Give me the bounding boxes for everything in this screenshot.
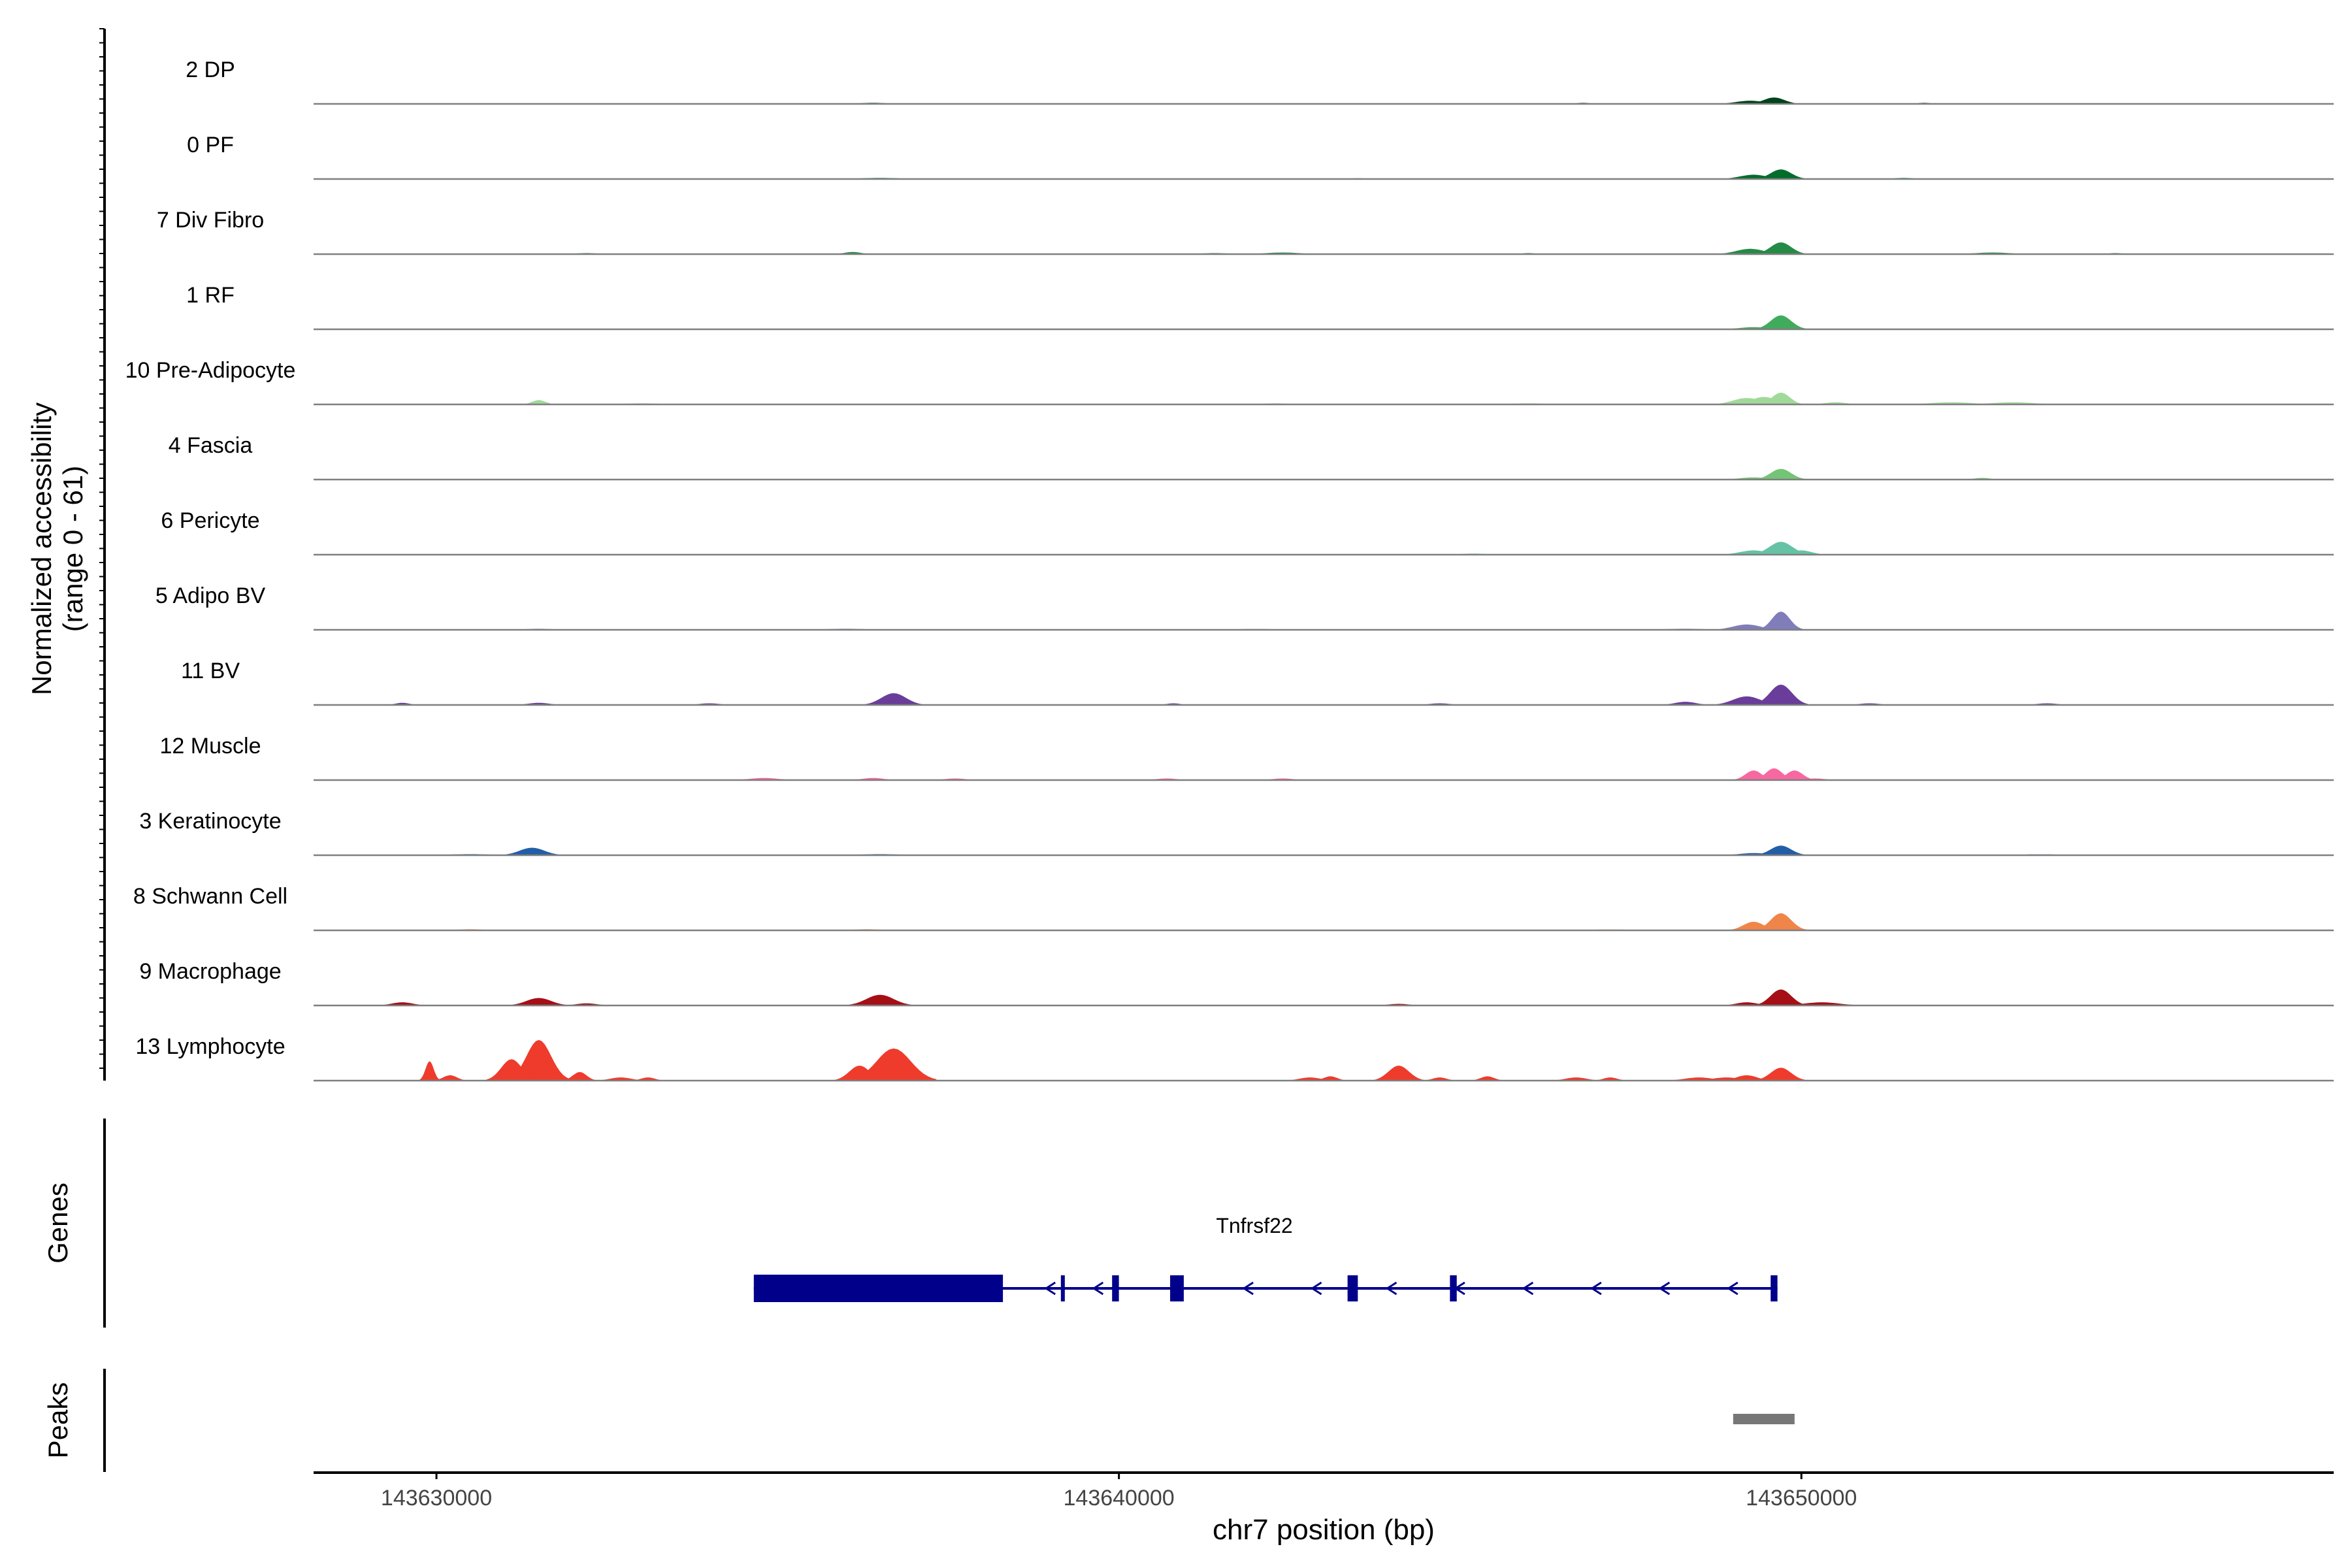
track-5: 10 Pre-Adipocyte — [125, 358, 2334, 406]
strand-arrow — [1385, 1281, 1397, 1296]
gene-exon — [1771, 1275, 1778, 1301]
signal-peak — [834, 1066, 885, 1081]
track-label: 2 DP — [186, 57, 235, 82]
track-6: 4 Fascia — [169, 433, 2334, 481]
track-12: 8 Schwann Cell — [133, 884, 2334, 932]
track-label: 0 PF — [187, 133, 234, 157]
track-label: 11 BV — [181, 659, 240, 683]
track-2: 0 PF — [187, 133, 2334, 180]
signal-peak — [845, 994, 915, 1005]
track-label: 5 Adipo BV — [155, 583, 266, 608]
strand-arrow — [1092, 1281, 1104, 1296]
track-label: 13 Lymphocyte — [135, 1034, 285, 1059]
strand-arrow — [1590, 1281, 1602, 1296]
signal-peak — [433, 1075, 467, 1081]
track-label: 12 Muscle — [160, 734, 261, 759]
strand-arrow — [1310, 1281, 1322, 1296]
peak-regions — [1733, 1414, 1795, 1424]
gene-exon — [1112, 1275, 1119, 1301]
signal-peak — [862, 693, 924, 705]
gene-name-label: Tnfrsf22 — [1216, 1214, 1292, 1237]
track-label: 9 Macrophage — [139, 959, 281, 984]
track-10: 12 Muscle — [160, 734, 2334, 781]
signal-peak — [1727, 921, 1780, 930]
signal-peak — [1716, 248, 1785, 254]
signal-peak — [1758, 612, 1803, 630]
track-13: 9 Macrophage — [139, 959, 2334, 1007]
track-4: 1 RF — [186, 283, 2334, 331]
signal-peak — [1712, 696, 1781, 705]
signal-peak — [1719, 174, 1788, 179]
track-8: 5 Adipo BV — [155, 583, 2334, 631]
signal-peak — [1776, 550, 1827, 555]
signal-peak — [1733, 770, 1774, 780]
x-axis-ticks: 143630000 143640000 143650000 — [381, 1473, 1857, 1511]
strand-arrow — [1522, 1281, 1534, 1296]
track-7: 6 Pericyte — [161, 508, 2334, 556]
track-label: 4 Fascia — [169, 433, 253, 458]
signal-peak — [1754, 684, 1808, 705]
accessibility-tracks: 2 DP 0 PF 7 Div Fibro 1 RF 10 Pre-Adipocyte 4… — [125, 57, 2334, 1082]
signal-peak — [851, 1048, 937, 1081]
signal-peak — [1373, 1066, 1425, 1081]
strand-arrow — [1658, 1281, 1671, 1296]
signal-peak — [419, 1061, 440, 1081]
signal-peak — [1755, 989, 1807, 1005]
signal-peak — [1719, 550, 1788, 555]
track-9: 11 BV — [181, 659, 2334, 706]
track-label: 1 RF — [186, 283, 235, 308]
gene-exon — [1347, 1275, 1358, 1301]
genes-panel-label: Genes — [42, 1183, 73, 1264]
signal-peak — [563, 1071, 597, 1081]
x-axis-label: chr7 position (bp) — [1213, 1514, 1435, 1546]
track-3: 7 Div Fibro — [157, 208, 2334, 255]
signal-peak — [1313, 1076, 1348, 1081]
gene-exon — [753, 1275, 1004, 1302]
y-axis-ticks — [99, 28, 105, 1069]
signal-peak — [1721, 1075, 1772, 1081]
track-label: 8 Schwann Cell — [133, 884, 287, 909]
gene-model — [753, 1275, 1778, 1302]
signal-peak — [485, 1059, 538, 1081]
gene-exon — [1060, 1275, 1065, 1301]
signal-peak — [508, 998, 570, 1005]
strand-arrow — [1242, 1281, 1254, 1296]
signal-peak — [1755, 845, 1807, 855]
peak-region — [1733, 1414, 1795, 1424]
track-label: 7 Div Fibro — [157, 208, 264, 233]
gene-exon — [1450, 1275, 1457, 1301]
track-1: 2 DP — [186, 57, 2334, 105]
track-14: 13 Lymphocyte — [135, 1034, 2334, 1082]
peaks-panel-label: Peaks — [42, 1382, 73, 1459]
track-11: 3 Keratinocyte — [139, 809, 2334, 857]
signal-peak — [1755, 315, 1807, 329]
y-axis-range-label: (range 0 - 61) — [57, 466, 88, 632]
strand-arrow — [1044, 1281, 1056, 1296]
signal-peak — [1712, 624, 1781, 630]
strand-arrow — [1726, 1281, 1739, 1296]
signal-peak — [1733, 397, 1795, 404]
signal-peak — [1755, 913, 1807, 930]
x-tick-label: 143630000 — [381, 1486, 492, 1511]
track-label: 3 Keratinocyte — [139, 809, 281, 834]
signal-peak — [1470, 1076, 1505, 1081]
signal-peak — [1774, 770, 1816, 780]
signal-peak — [521, 400, 556, 404]
y-axis-label: Normalized accessibility — [26, 402, 57, 695]
gene-exon — [1170, 1275, 1184, 1301]
track-label: 6 Pericyte — [161, 508, 259, 533]
signal-peak — [1755, 1068, 1807, 1081]
signal-peak — [1755, 242, 1807, 254]
x-tick-label: 143640000 — [1064, 1486, 1175, 1511]
signal-peak — [1755, 468, 1807, 480]
signal-peak — [501, 847, 563, 855]
track-label: 10 Pre-Adipocyte — [125, 358, 296, 383]
x-tick-label: 143650000 — [1746, 1486, 1857, 1511]
